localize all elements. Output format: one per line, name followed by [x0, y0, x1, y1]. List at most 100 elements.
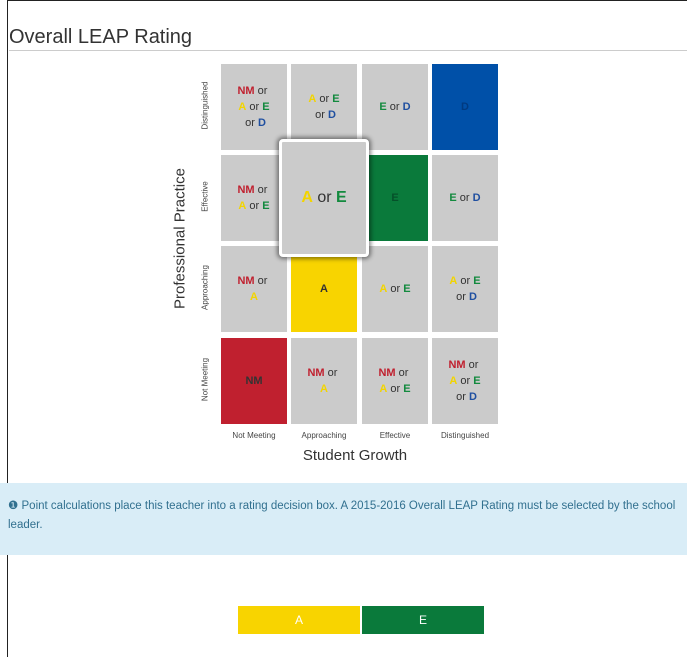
rating-code: A	[379, 283, 388, 295]
cell-line: A or E	[238, 99, 269, 115]
cell-line: E or D	[449, 190, 480, 206]
connector: or	[254, 85, 271, 97]
cell-line: or D	[242, 115, 266, 131]
rating-code: D	[257, 117, 266, 129]
rating-code: E	[262, 101, 270, 113]
connector: or	[453, 391, 469, 403]
cell-line: A or E	[449, 273, 480, 289]
rating-code: A	[238, 200, 247, 212]
row-label: Approaching	[200, 265, 210, 310]
cell-line: or D	[453, 389, 477, 405]
info-alert: ❶ Point calculations place this teacher …	[0, 483, 687, 555]
cell-line: NM or	[378, 365, 411, 381]
rating-code: A	[320, 383, 328, 395]
matrix-cell: NM or A or E	[221, 155, 287, 241]
matrix-cell: NM or A or E	[362, 338, 428, 424]
rating-code: NM	[378, 367, 396, 379]
rating-code: E	[262, 200, 270, 212]
connector: or	[456, 192, 473, 204]
rating-code: E	[449, 192, 457, 204]
matrix-cell: D	[432, 64, 498, 150]
connector: or	[242, 117, 258, 129]
rating-code: A	[308, 93, 317, 105]
cell-line: D	[461, 99, 469, 115]
cell-line: A or E	[379, 281, 410, 297]
cell-line: E or D	[379, 99, 410, 115]
connector: or	[312, 109, 328, 121]
matrix-cell: A or E or D	[432, 246, 498, 332]
cell-line: NM	[245, 373, 262, 389]
connector: or	[465, 359, 482, 371]
cell-line: NM or	[237, 83, 270, 99]
cell-line: A or E	[379, 381, 410, 397]
rating-code: A	[320, 283, 328, 295]
rating-button[interactable]: E	[362, 606, 484, 634]
rating-code: NM	[448, 359, 466, 371]
connector: or	[312, 189, 336, 206]
connector: or	[387, 283, 404, 295]
matrix-cell: NM or A	[221, 246, 287, 332]
rating-code: E	[332, 93, 340, 105]
connector: or	[457, 275, 474, 287]
connector: or	[316, 93, 333, 105]
rating-code: NM	[237, 85, 255, 97]
rating-button[interactable]: A	[238, 606, 360, 634]
row-label: Distinguished	[200, 81, 210, 130]
rating-code: E	[391, 192, 399, 204]
rating-code: D	[468, 391, 477, 403]
frame	[7, 0, 687, 657]
rating-code: A	[238, 101, 247, 113]
matrix-cell: A	[291, 246, 357, 332]
connector: or	[453, 291, 469, 303]
rating-code: D	[468, 291, 477, 303]
column-label: Effective	[379, 431, 411, 440]
cell-line: A or E	[449, 373, 480, 389]
matrix-cell: NM	[221, 338, 287, 424]
matrix-cell: A or E	[362, 246, 428, 332]
row-label: Effective	[200, 181, 210, 212]
rating-code: E	[473, 275, 481, 287]
connector: or	[386, 101, 403, 113]
rating-code: A	[379, 383, 388, 395]
connector: or	[246, 101, 263, 113]
cell-line: A or E	[308, 91, 339, 107]
rating-code: D	[327, 109, 336, 121]
cell-line: A	[250, 289, 258, 305]
matrix-cell: A or E	[279, 139, 369, 257]
cell-line: NM or	[237, 273, 270, 289]
rating-code: E	[403, 383, 411, 395]
connector: or	[395, 367, 412, 379]
rating-code: A	[449, 275, 458, 287]
cell-line: NM or	[237, 182, 270, 198]
connector: or	[246, 200, 263, 212]
matrix-cell: E or D	[362, 64, 428, 150]
cell-line: NM or	[448, 357, 481, 373]
info-icon: ❶	[8, 500, 19, 512]
rating-code: D	[402, 101, 411, 113]
rating-code: NM	[237, 275, 255, 287]
rating-code: D	[461, 101, 469, 113]
cell-line: or D	[312, 107, 336, 123]
matrix-cell: E	[362, 155, 428, 241]
x-axis-label: Student Growth	[302, 447, 408, 464]
y-axis-label: Professional Practice	[171, 168, 189, 309]
rating-code: D	[472, 192, 481, 204]
rating-code: A	[301, 189, 313, 206]
rating-code: NM	[245, 375, 263, 387]
cell-line: NM or	[307, 365, 340, 381]
connector: or	[457, 375, 474, 387]
matrix-cell: A or E or D	[291, 64, 357, 150]
cell-line: A	[320, 381, 328, 397]
rating-code: NM	[307, 367, 325, 379]
matrix-cell: NM or A or E or D	[221, 64, 287, 150]
rating-code: A	[250, 291, 258, 303]
title-rule	[9, 50, 687, 51]
column-label: Approaching	[301, 431, 347, 440]
column-label: Not Meeting	[232, 431, 276, 440]
row-label: Not Meeting	[200, 357, 210, 402]
connector: or	[254, 184, 271, 196]
title: Overall LEAP Rating	[9, 26, 193, 48]
info-text: Point calculations place this teacher in…	[8, 500, 676, 531]
rating-code: A	[449, 375, 458, 387]
